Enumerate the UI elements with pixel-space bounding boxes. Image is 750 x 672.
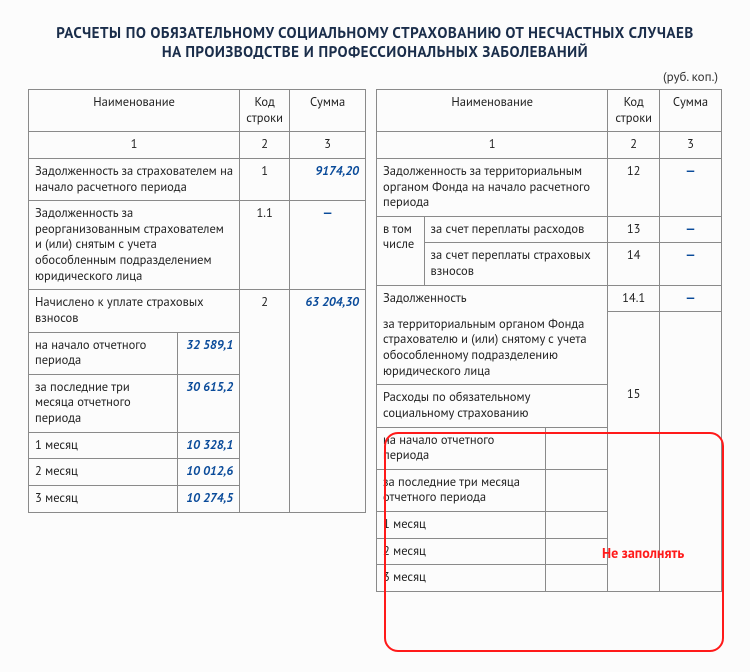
table-row: Начислено к уплате страховых взносов 2 6… xyxy=(29,290,366,332)
cell-name: Задолженность за территориальным органом… xyxy=(377,158,608,216)
table-numrow: 1 2 3 xyxy=(377,132,722,159)
cell-sum: — xyxy=(290,201,366,290)
numcell: 1 xyxy=(377,132,608,159)
cell-b: за счет переплаты расходов xyxy=(424,216,608,243)
left-table: Наименование Код строки Сумма 1 2 3 Задо… xyxy=(28,89,366,513)
cell-val: 32 589,1 xyxy=(178,332,240,374)
cell-code: 14.1 xyxy=(608,285,660,312)
cell-code: 2 xyxy=(240,290,290,512)
cell-b: за территориальным органом Фонда страхов… xyxy=(377,312,608,385)
unit-label: (руб. коп.) xyxy=(28,68,718,85)
cell-name: на начало отчетного периода xyxy=(377,427,546,469)
cell-sum: — xyxy=(659,216,721,243)
cell-name: за последние три месяца отчетного период… xyxy=(377,469,546,511)
cell-val-empty xyxy=(546,565,608,592)
cell-name: 3 месяц xyxy=(29,485,178,512)
cell-val-empty xyxy=(546,469,608,511)
cell-a: в том числе xyxy=(377,216,425,285)
table-row: Задолженность за реорганизованным страхо… xyxy=(29,201,366,290)
cell-val-empty xyxy=(546,427,608,469)
table-row: Задолженность 14.1 — xyxy=(377,285,722,312)
right-table: Наименование Код строки Сумма 1 2 3 Задо… xyxy=(376,89,722,592)
header-sum: Сумма xyxy=(290,90,366,132)
cell-val: 30 615,2 xyxy=(178,374,240,432)
numcell: 3 xyxy=(290,132,366,159)
cell-val-empty xyxy=(546,538,608,565)
page-title: РАСЧЕТЫ ПО ОБЯЗАТЕЛЬНОМУ СОЦИАЛЬНОМУ СТР… xyxy=(28,24,722,62)
cell-code: 1 xyxy=(240,158,290,200)
numcell: 2 xyxy=(240,132,290,159)
title-line-1: РАСЧЕТЫ ПО ОБЯЗАТЕЛЬНОМУ СОЦИАЛЬНОМУ СТР… xyxy=(56,24,693,43)
cell-name: Задолженность за страхователем на начало… xyxy=(29,158,240,200)
cell-a: Задолженность xyxy=(377,285,608,312)
cell-name: 1 месяц xyxy=(377,512,546,539)
cell-sum: — xyxy=(659,158,721,216)
header-name: Наименование xyxy=(29,90,240,132)
table-row: за счет переплаты страховых взносов 14 — xyxy=(377,243,722,285)
cell-sum: — xyxy=(659,285,721,312)
cell-name: за последние три месяца отчетного период… xyxy=(29,374,178,432)
cell-code: 14 xyxy=(608,243,660,285)
table-header-row: Наименование Код строки Сумма xyxy=(29,90,366,132)
cell-name: Расходы по обязательному социальному стр… xyxy=(377,385,608,427)
cell-name: на начало отчетного периода xyxy=(29,332,178,374)
cell-name: Начислено к уплате страховых взносов xyxy=(29,290,240,332)
numcell: 1 xyxy=(29,132,240,159)
cell-code: 13 xyxy=(608,216,660,243)
cell-name: 2 месяц xyxy=(377,538,546,565)
cell-val-empty xyxy=(546,512,608,539)
cell-name: 3 месяц xyxy=(377,565,546,592)
table-numrow: 1 2 3 xyxy=(29,132,366,159)
header-code: Код строки xyxy=(608,90,660,132)
title-line-2: НА ПРОИЗВОДСТВЕ И ПРОФЕССИОНАЛЬНЫХ ЗАБОЛ… xyxy=(162,43,588,62)
table-row: Задолженность за территориальным органом… xyxy=(377,158,722,216)
cell-name: Задолженность за реорганизованным страхо… xyxy=(29,201,240,290)
cell-sum-empty xyxy=(659,312,721,592)
cell-code: 1.1 xyxy=(240,201,290,290)
header-code: Код строки xyxy=(240,90,290,132)
cell-val: 10 012,6 xyxy=(178,459,240,486)
table-row: за территориальным органом Фонда страхов… xyxy=(377,312,722,385)
tables-wrapper: Наименование Код строки Сумма 1 2 3 Задо… xyxy=(28,89,722,592)
cell-name: 1 месяц xyxy=(29,432,178,459)
numcell: 2 xyxy=(608,132,660,159)
cell-sum: — xyxy=(659,243,721,285)
cell-code-empty: 15 xyxy=(608,312,660,592)
cell-sum: 9174,20 xyxy=(290,158,366,200)
table-header-row: Наименование Код строки Сумма xyxy=(377,90,722,132)
numcell: 3 xyxy=(659,132,721,159)
cell-val: 10 274,5 xyxy=(178,485,240,512)
header-name: Наименование xyxy=(377,90,608,132)
cell-name: 2 месяц xyxy=(29,459,178,486)
header-sum: Сумма xyxy=(659,90,721,132)
table-row: Задолженность за страхователем на начало… xyxy=(29,158,366,200)
cell-b: за счет переплаты страховых взносов xyxy=(424,243,608,285)
cell-sum: 63 204,30 xyxy=(290,290,366,512)
table-row: в том числе за счет переплаты расходов 1… xyxy=(377,216,722,243)
cell-val: 10 328,1 xyxy=(178,432,240,459)
cell-code: 12 xyxy=(608,158,660,216)
